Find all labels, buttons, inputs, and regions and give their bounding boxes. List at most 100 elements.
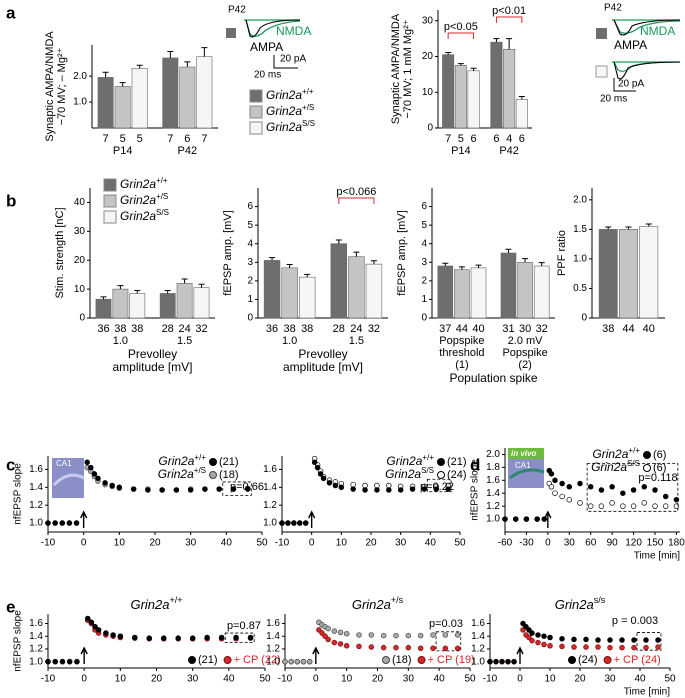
legend-label: (24) — [578, 654, 598, 666]
x-tick-label: 0 — [517, 674, 523, 685]
data-point — [559, 636, 565, 642]
inset-banner — [508, 448, 544, 459]
data-point — [511, 658, 517, 665]
data-point — [643, 637, 649, 643]
data-point — [88, 464, 94, 471]
genotype: S/S — [302, 119, 315, 128]
data-point — [380, 644, 387, 651]
bar — [159, 293, 176, 319]
data-point — [110, 632, 116, 638]
legend-marker — [209, 471, 217, 479]
n-label: 7 — [103, 133, 109, 145]
n-label: 36 — [97, 323, 109, 335]
n-label: 5 — [458, 133, 464, 145]
data-point — [187, 487, 194, 493]
n-label: 40 — [472, 323, 484, 335]
error-bar — [286, 264, 293, 268]
genotype: +/s — [391, 595, 404, 605]
n-label: 44 — [622, 323, 634, 335]
y-axis-title: Stim. strength [nC] — [54, 207, 66, 298]
n-label: 6 — [519, 133, 525, 145]
n-label: 28 — [162, 323, 174, 335]
genotype-label: Grin2a+/+ — [386, 453, 434, 469]
p-value: p=0.03 — [429, 618, 463, 630]
data-point — [66, 658, 73, 665]
n-label: 6 — [471, 133, 477, 145]
p-value: p = 0.003 — [612, 615, 658, 627]
y-tick-label: 20 — [74, 255, 86, 266]
error-bar — [522, 258, 529, 263]
data-point — [302, 520, 309, 526]
y-tick-label: 30 — [74, 226, 86, 237]
data-point — [218, 634, 225, 641]
x-tick-label: 0 — [81, 538, 87, 549]
slice-inset: CA1 — [52, 458, 85, 498]
n-label: 44 — [456, 323, 468, 335]
legend-label: + CP (22) — [234, 654, 281, 666]
group-label: (1) — [455, 359, 468, 371]
legend-label: (18) — [392, 654, 412, 666]
x-axis-title: Time [min] — [634, 551, 681, 562]
y-tick-label: 1.4 — [266, 631, 280, 642]
data-point — [173, 487, 180, 493]
n-label: 7 — [201, 133, 207, 145]
data-point — [362, 487, 368, 493]
data-point — [103, 630, 109, 636]
data-point — [609, 484, 615, 490]
data-point — [380, 632, 387, 639]
gene-name: Grin2a — [555, 597, 594, 612]
bar — [454, 269, 470, 319]
data-point — [442, 645, 449, 652]
inset-label: CA1 — [56, 459, 72, 468]
data-point — [331, 639, 338, 646]
bar — [639, 226, 659, 319]
data-point — [541, 641, 547, 648]
group-label: Popspike — [439, 335, 484, 347]
data-point — [297, 520, 303, 526]
data-point — [607, 644, 613, 651]
error-bar — [136, 64, 143, 69]
data-point — [386, 482, 392, 489]
gene-name: Grin2a — [386, 454, 422, 468]
y-tick-label: 20 — [422, 51, 434, 62]
data-point — [541, 633, 547, 639]
y-tick-label: 4 — [421, 238, 427, 249]
data-point — [587, 503, 594, 509]
group-label: 1.0 — [113, 335, 128, 347]
data-point — [102, 480, 108, 486]
data-point — [505, 658, 511, 665]
data-point — [421, 486, 428, 492]
legend-marker — [223, 656, 232, 664]
legend-swatch — [103, 194, 117, 208]
data-point — [45, 658, 51, 665]
error-bar — [164, 290, 171, 294]
legend-marker — [209, 458, 217, 466]
error-bar — [645, 223, 652, 227]
bar — [503, 49, 516, 129]
x-tick-label: 30 — [403, 674, 415, 685]
p-value: p<0.01 — [492, 5, 526, 17]
data-point — [552, 490, 558, 496]
n-label: 6 — [493, 133, 499, 145]
data-point — [607, 637, 613, 643]
group-label: 1.5 — [349, 335, 364, 347]
genotype-label: Grin2a+/+ — [158, 453, 206, 469]
group-label: threshold — [439, 347, 484, 359]
error-bar — [445, 52, 452, 55]
data-point — [577, 480, 583, 487]
data-point — [116, 484, 123, 491]
y-tick-label: 1.8 — [486, 462, 500, 473]
data-point — [512, 516, 519, 522]
y-tick-label: 1.4 — [29, 482, 43, 493]
data-point — [306, 658, 313, 665]
data-point — [85, 615, 91, 622]
data-point — [332, 482, 339, 489]
x-tick-label: 40 — [425, 538, 437, 549]
group-label: 1.0 — [282, 335, 297, 347]
x-tick-label: 60 — [585, 538, 597, 549]
significance-bracket — [447, 32, 475, 39]
x-tick-label: -60 — [498, 538, 513, 549]
y-tick-label: 1 — [247, 294, 253, 305]
data-point — [529, 630, 535, 636]
data-point — [314, 464, 321, 471]
